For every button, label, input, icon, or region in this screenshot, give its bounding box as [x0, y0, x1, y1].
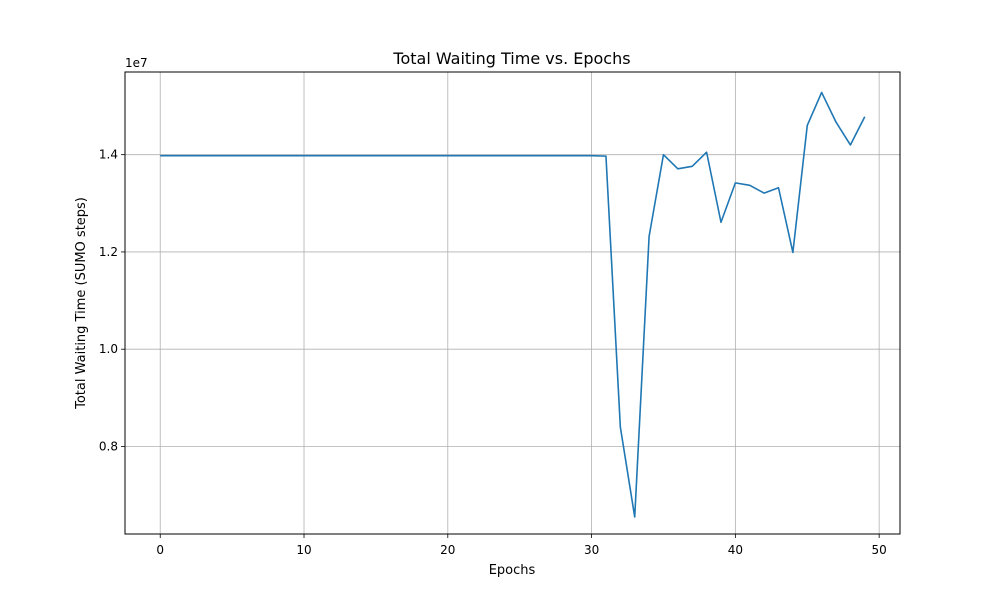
chart-title: Total Waiting Time vs. Epochs — [392, 49, 630, 68]
x-tick-label: 10 — [296, 543, 311, 557]
series-line — [160, 91, 866, 518]
x-axis: 0 10 20 30 40 50 — [156, 534, 887, 557]
y-tick-label: 1.0 — [99, 342, 118, 356]
x-tick-label: 50 — [872, 543, 887, 557]
x-tick-label: 20 — [440, 543, 455, 557]
x-tick-label: 40 — [728, 543, 743, 557]
y-tick-label: 0.8 — [99, 439, 118, 453]
x-tick-label: 30 — [584, 543, 599, 557]
x-axis-label: Epochs — [489, 563, 536, 578]
y-tick-label: 1.2 — [99, 245, 118, 259]
grid-lines — [125, 72, 900, 534]
series-group — [160, 91, 866, 518]
x-tick-label: 0 — [156, 543, 164, 557]
y-scale-label: 1e7 — [125, 56, 148, 70]
y-axis: 0.8 1.0 1.2 1.4 — [99, 148, 125, 453]
y-axis-label: Total Waiting Time (SUMO steps) — [74, 197, 89, 410]
plot-frame — [124, 71, 901, 535]
y-tick-label: 1.4 — [99, 148, 118, 162]
